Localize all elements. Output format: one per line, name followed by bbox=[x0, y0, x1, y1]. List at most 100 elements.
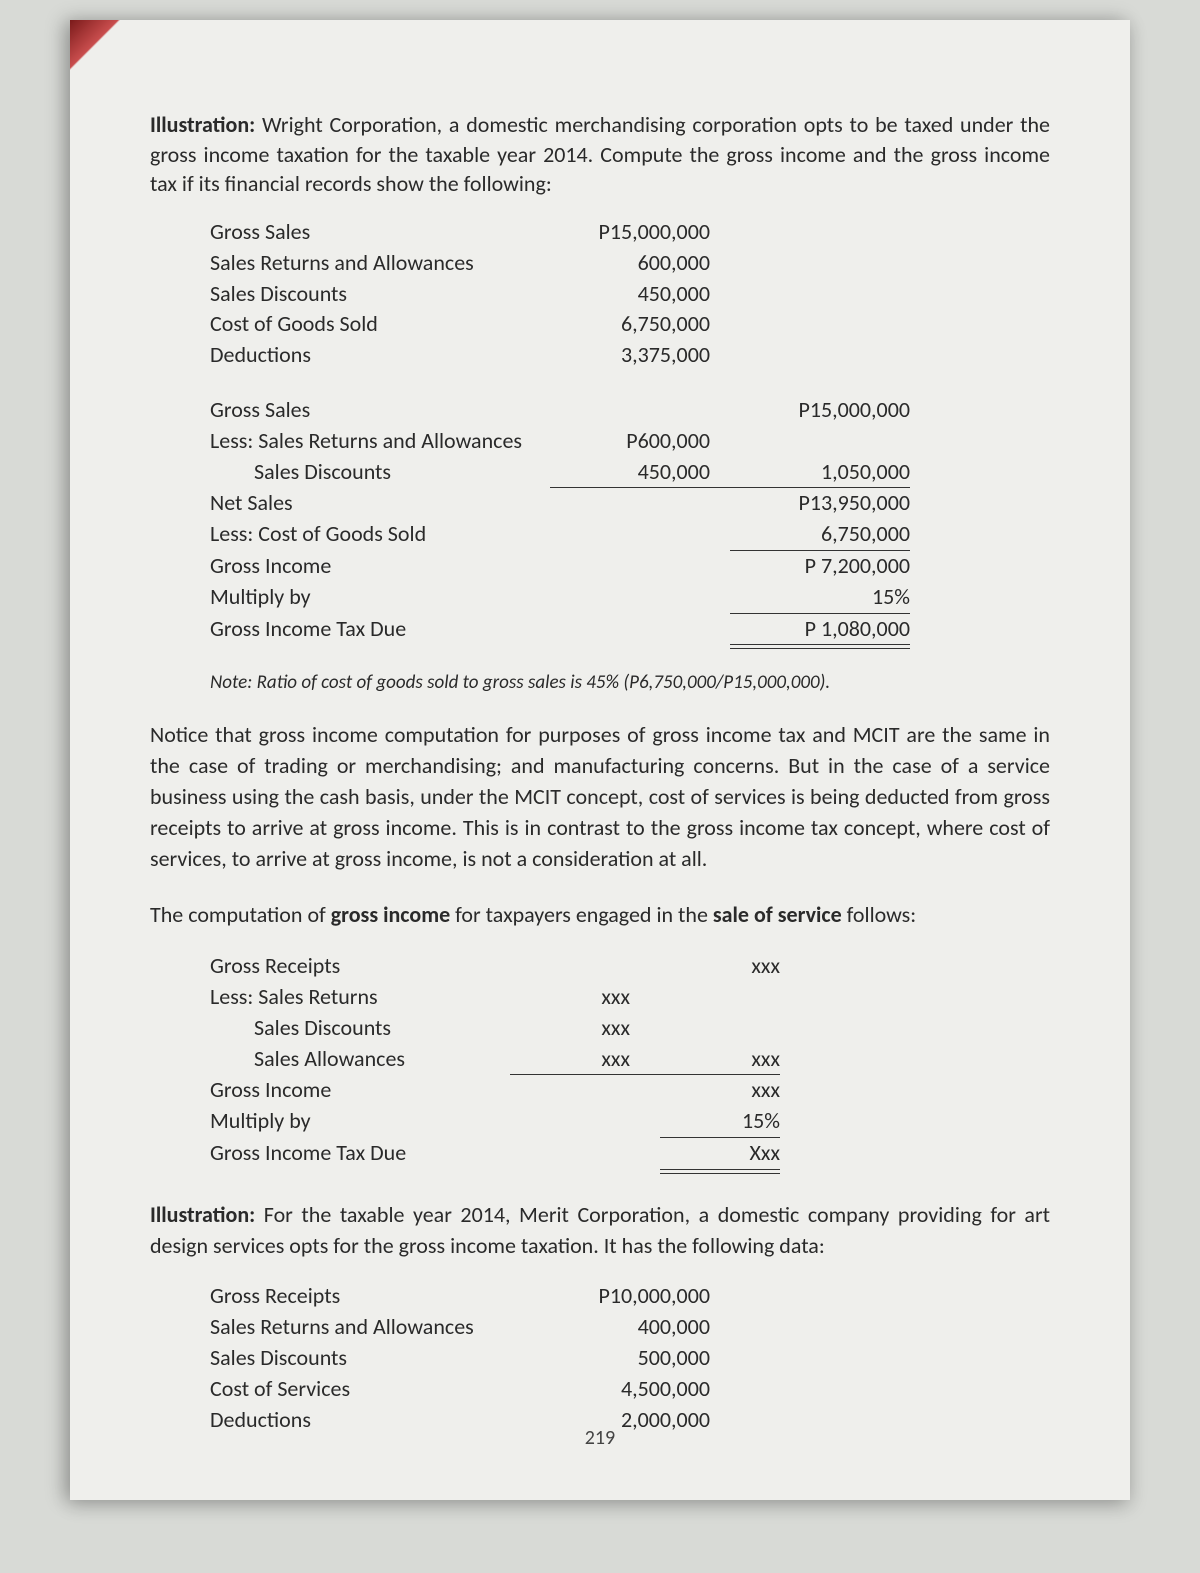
data-row: Gross ReceiptsP10,000,000 bbox=[210, 1281, 1050, 1312]
calc-label: Gross Income Tax Due bbox=[210, 1138, 510, 1170]
given-data-2: Gross ReceiptsP10,000,000Sales Returns a… bbox=[210, 1281, 1050, 1435]
calc-label: Gross Income Tax Due bbox=[210, 614, 550, 646]
illustration-1-prefix: Illustration: bbox=[150, 111, 255, 138]
calc-col-a bbox=[510, 1138, 660, 1170]
data-row: Sales Discounts450,000 bbox=[210, 279, 1050, 310]
data-label: Sales Returns and Allowances bbox=[210, 248, 550, 279]
calc-col-a: P600,000 bbox=[550, 426, 730, 457]
data-value: 500,000 bbox=[550, 1343, 730, 1374]
para2-bold-2: sale of service bbox=[713, 901, 842, 928]
calc-col-b: P 1,080,000 bbox=[730, 614, 910, 646]
calc-label: Multiply by bbox=[210, 1106, 510, 1138]
calc-col-a: xxx bbox=[510, 982, 660, 1013]
calc-col-b: xxx bbox=[660, 951, 780, 982]
calc-label: Sales Allowances bbox=[210, 1044, 510, 1076]
data-label: Cost of Services bbox=[210, 1374, 550, 1405]
data-value: 450,000 bbox=[550, 279, 730, 310]
note-1: Note: Ratio of cost of goods sold to gro… bbox=[210, 671, 1050, 694]
calc-col-a bbox=[510, 1075, 660, 1106]
data-row: Sales Discounts500,000 bbox=[210, 1343, 1050, 1374]
data-label: Sales Discounts bbox=[210, 279, 550, 310]
calc-row: Gross Income Tax Due Xxx bbox=[210, 1138, 1050, 1170]
illustration-2-text: For the taxable year 2014, Merit Corpora… bbox=[150, 1201, 1050, 1259]
calc-col-a bbox=[550, 488, 730, 519]
calc-col-b: Xxx bbox=[660, 1138, 780, 1170]
calc-row: Gross Income Tax Due P 1,080,000 bbox=[210, 614, 1050, 646]
calc-row: Gross Sales P15,000,000 bbox=[210, 395, 1050, 426]
para2-bold-1: gross income bbox=[331, 901, 450, 928]
calc-label: Less: Sales Returns bbox=[210, 982, 510, 1013]
calc-col-a: xxx bbox=[510, 1044, 660, 1076]
calc-label: Sales Discounts bbox=[210, 1013, 510, 1044]
illustration-2: Illustration: For the taxable year 2014,… bbox=[150, 1200, 1050, 1262]
data-label: Deductions bbox=[210, 340, 550, 371]
data-value: 4,500,000 bbox=[550, 1374, 730, 1405]
calc-row: Gross IncomeP 7,200,000 bbox=[210, 551, 1050, 582]
data-row: Cost of Services4,500,000 bbox=[210, 1374, 1050, 1405]
page: Illustration: Wright Corporation, a dome… bbox=[70, 20, 1130, 1500]
data-row: Cost of Goods Sold6,750,000 bbox=[210, 309, 1050, 340]
calc-label: Gross Income bbox=[210, 551, 550, 582]
calc-row: Sales Discounts450,0001,050,000 bbox=[210, 457, 1050, 489]
paragraph-2: The computation of gross income for taxp… bbox=[150, 900, 1050, 931]
calc-label: Gross Receipts bbox=[210, 951, 510, 982]
data-value: P10,000,000 bbox=[550, 1281, 730, 1312]
data-row: Sales Returns and Allowances600,000 bbox=[210, 248, 1050, 279]
calc-col-b: 1,050,000 bbox=[730, 457, 910, 489]
calc-label: Less: Sales Returns and Allowances bbox=[210, 426, 550, 457]
calc-col-a bbox=[550, 614, 730, 646]
calc-col-b bbox=[660, 982, 780, 1013]
data-value: 6,750,000 bbox=[550, 309, 730, 340]
computation-2: Gross ReceiptsxxxLess: Sales ReturnsxxxS… bbox=[210, 951, 1050, 1170]
paragraph-1: Notice that gross income computation for… bbox=[150, 720, 1050, 874]
data-value: P15,000,000 bbox=[550, 217, 730, 248]
computation-1: Gross SalesP15,000,000Less: Sales Return… bbox=[210, 395, 1050, 645]
calc-label: Gross Sales bbox=[210, 395, 550, 426]
calc-col-a bbox=[510, 951, 660, 982]
calc-row: Multiply by 15% bbox=[210, 1106, 1050, 1138]
calc-label: Less: Cost of Goods Sold bbox=[210, 519, 550, 551]
calc-col-b: xxx bbox=[660, 1044, 780, 1076]
calc-col-b: 15% bbox=[730, 582, 910, 614]
calc-col-a: 450,000 bbox=[550, 457, 730, 489]
data-label: Gross Receipts bbox=[210, 1281, 550, 1312]
calc-col-b: P13,950,000 bbox=[730, 488, 910, 519]
calc-label: Sales Discounts bbox=[210, 457, 550, 489]
calc-row: Less: Sales Returns and AllowancesP600,0… bbox=[210, 426, 1050, 457]
calc-row: Sales Discountsxxx bbox=[210, 1013, 1050, 1044]
calc-label: Net Sales bbox=[210, 488, 550, 519]
calc-col-a: xxx bbox=[510, 1013, 660, 1044]
calc-col-b bbox=[730, 426, 910, 457]
data-value: 3,375,000 bbox=[550, 340, 730, 371]
calc-row: Net Sales P13,950,000 bbox=[210, 488, 1050, 519]
data-label: Gross Sales bbox=[210, 217, 550, 248]
illustration-1-text: Wright Corporation, a domestic merchandi… bbox=[150, 111, 1050, 197]
calc-col-a bbox=[510, 1106, 660, 1138]
data-row: Gross SalesP15,000,000 bbox=[210, 217, 1050, 248]
data-label: Cost of Goods Sold bbox=[210, 309, 550, 340]
calc-col-a bbox=[550, 582, 730, 614]
data-label: Sales Returns and Allowances bbox=[210, 1312, 550, 1343]
data-label: Sales Discounts bbox=[210, 1343, 550, 1374]
calc-row: Less: Cost of Goods Sold 6,750,000 bbox=[210, 519, 1050, 551]
calc-label: Gross Income bbox=[210, 1075, 510, 1106]
data-value: 400,000 bbox=[550, 1312, 730, 1343]
calc-col-b: xxx bbox=[660, 1075, 780, 1106]
calc-row: Less: Sales Returnsxxx bbox=[210, 982, 1050, 1013]
data-row: Deductions3,375,000 bbox=[210, 340, 1050, 371]
calc-col-b: 15% bbox=[660, 1106, 780, 1138]
corner-fold bbox=[70, 20, 130, 80]
calc-col-a bbox=[550, 519, 730, 551]
data-row: Sales Returns and Allowances400,000 bbox=[210, 1312, 1050, 1343]
calc-label: Multiply by bbox=[210, 582, 550, 614]
calc-col-b: 6,750,000 bbox=[730, 519, 910, 551]
calc-col-a bbox=[550, 551, 730, 582]
para2-post: follows: bbox=[842, 901, 916, 928]
given-data-1: Gross SalesP15,000,000Sales Returns and … bbox=[210, 217, 1050, 371]
calc-col-b bbox=[660, 1013, 780, 1044]
calc-row: Gross Income xxx bbox=[210, 1075, 1050, 1106]
data-value: 600,000 bbox=[550, 248, 730, 279]
page-number: 219 bbox=[70, 1426, 1130, 1450]
para2-pre: The computation of bbox=[150, 901, 331, 928]
calc-col-b: P15,000,000 bbox=[730, 395, 910, 426]
